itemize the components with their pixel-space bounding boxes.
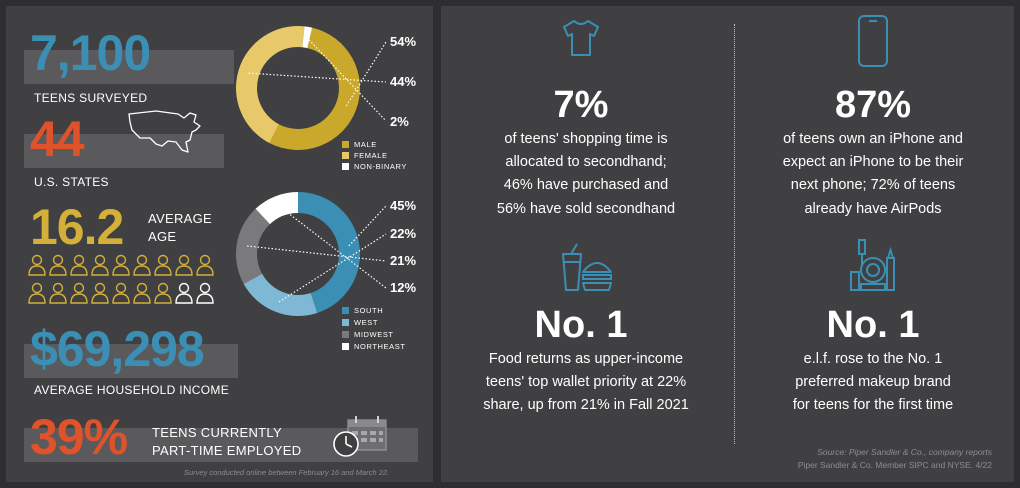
- average-age-label-2: AGE: [148, 229, 177, 244]
- states-label: U.S. STATES: [34, 175, 109, 189]
- leader-line: [278, 233, 387, 303]
- source-line: Piper Sandler & Co. Member SIPC and NYSE…: [797, 459, 992, 470]
- band: [24, 344, 238, 378]
- legend-item-northeast: NORTHEAST: [342, 342, 406, 351]
- person-icon: [175, 254, 193, 276]
- gender-donut-chart: [236, 26, 387, 150]
- employed-value: 39%: [30, 409, 128, 465]
- description-line: of teens own an iPhone and: [783, 131, 963, 147]
- region-slice-label-northeast: 12%: [390, 280, 417, 295]
- person-icon: [154, 282, 172, 304]
- person-icon: [28, 254, 46, 276]
- person-icon: [196, 282, 214, 304]
- leader-line: [348, 205, 387, 247]
- clock-icon: [333, 431, 359, 457]
- person-icon: [112, 282, 130, 304]
- description-line: e.l.f. rose to the No. 1: [803, 351, 943, 367]
- region-slice-label-midwest: 21%: [390, 253, 417, 268]
- food-stat: No. 1: [534, 304, 628, 346]
- region-slice-west: [243, 273, 318, 316]
- household-income-label: AVERAGE HOUSEHOLD INCOME: [34, 383, 230, 397]
- tshirt-icon: [563, 20, 599, 56]
- secondhand-description: of teens' shopping time is allocated to …: [441, 128, 731, 221]
- person-icon: [49, 254, 67, 276]
- makeup-description: e.l.f. rose to the No. 1 preferred makeu…: [737, 348, 1009, 418]
- description-line: preferred makeup brand: [795, 374, 951, 391]
- demographics-panel: 7,100 TEENS SURVEYED 44 U.S. STATES 16.2…: [6, 6, 433, 482]
- person-icon: [70, 254, 88, 276]
- food-description: Food returns as upper-income teens' top …: [441, 348, 731, 418]
- iphone-description: of teens own an iPhone and expect an iPh…: [737, 128, 1009, 221]
- gender-slice-male: [269, 27, 360, 150]
- description-line: teens' top wallet priority at 22%: [485, 374, 687, 391]
- person-icon: [49, 282, 67, 304]
- description-line: already have AirPods: [804, 200, 942, 217]
- food-drink-icon: [562, 243, 612, 291]
- person-icon: [91, 254, 109, 276]
- person-icon: [133, 282, 151, 304]
- survey-note: Survey conducted online between February…: [184, 468, 390, 477]
- usa-map-icon: [128, 110, 201, 153]
- legend-item-female: FEMALE: [342, 151, 388, 160]
- region-slice-midwest: [236, 208, 270, 284]
- makeup-stat: No. 1: [826, 304, 920, 346]
- person-icon: [70, 282, 88, 304]
- iphone-stat: 87%: [834, 84, 912, 126]
- leader-line: [248, 72, 387, 83]
- description-line: Food returns as upper-income: [488, 351, 684, 367]
- smartphone-icon: [858, 15, 888, 67]
- region-slice-label-south: 45%: [390, 198, 417, 213]
- description-line: expect an iPhone to be their: [782, 154, 964, 171]
- region-donut-chart: [236, 192, 387, 316]
- description-line: 46% have purchased and: [503, 177, 669, 194]
- legend-item-nonbinary: NON-BINARY: [342, 162, 407, 171]
- description-line: next phone; 72% of teens: [790, 177, 956, 194]
- leader-line: [278, 205, 387, 289]
- description-line: share, up from 21% in Fall 2021: [483, 397, 689, 414]
- employed-label-2: PART-TIME EMPLOYED: [152, 443, 302, 458]
- person-icon: [28, 282, 46, 304]
- legend-item-west: WEST: [342, 318, 378, 327]
- gender-slice-label-male: 54%: [390, 34, 417, 49]
- region-slice-south: [298, 192, 360, 313]
- source-note: Source: Piper Sandler & Co., company rep…: [798, 446, 992, 472]
- teens-surveyed-value: 7,100: [30, 25, 151, 81]
- legend-item-midwest: MIDWEST: [342, 330, 394, 339]
- household-income-value: $69,298: [30, 321, 205, 377]
- description-line: 56% have sold secondhand: [496, 200, 676, 217]
- person-icon: [91, 282, 109, 304]
- teens-surveyed-label: TEENS SURVEYED: [34, 91, 148, 105]
- person-icon: [112, 254, 130, 276]
- person-icon: [154, 254, 172, 276]
- region-slice-label-west: 22%: [390, 226, 417, 241]
- employed-label-1: TEENS CURRENTLY: [152, 425, 282, 440]
- person-icon: [196, 254, 214, 276]
- people-grid: [28, 254, 217, 315]
- leader-line: [247, 245, 387, 262]
- states-value: 44: [30, 111, 85, 167]
- legend-item-male: MALE: [342, 140, 377, 149]
- person-icon: [175, 282, 193, 304]
- gender-slice-label-female: 44%: [390, 74, 417, 89]
- secondhand-stat: 7%: [553, 84, 609, 126]
- insights-panel: 7% of teens' shopping time is allocated …: [441, 6, 1014, 482]
- description-line: of teens' shopping time is: [504, 131, 668, 147]
- gender-slice-female: [236, 26, 305, 143]
- person-icon: [133, 254, 151, 276]
- gender-slice-label-nonbinary: 2%: [390, 114, 409, 129]
- description-line: allocated to secondhand;: [505, 154, 667, 171]
- source-line: Source: Piper Sandler & Co., company rep…: [817, 447, 992, 457]
- description-line: for teens for the first time: [792, 397, 954, 414]
- average-age-value: 16.2: [30, 199, 124, 255]
- region-slice-northeast: [255, 192, 298, 225]
- average-age-label-1: AVERAGE: [148, 211, 212, 226]
- people-icons: [28, 254, 214, 304]
- band: [24, 50, 234, 84]
- legend-item-south: SOUTH: [342, 306, 383, 315]
- makeup-icon: [850, 239, 895, 291]
- vertical-divider: [734, 24, 735, 444]
